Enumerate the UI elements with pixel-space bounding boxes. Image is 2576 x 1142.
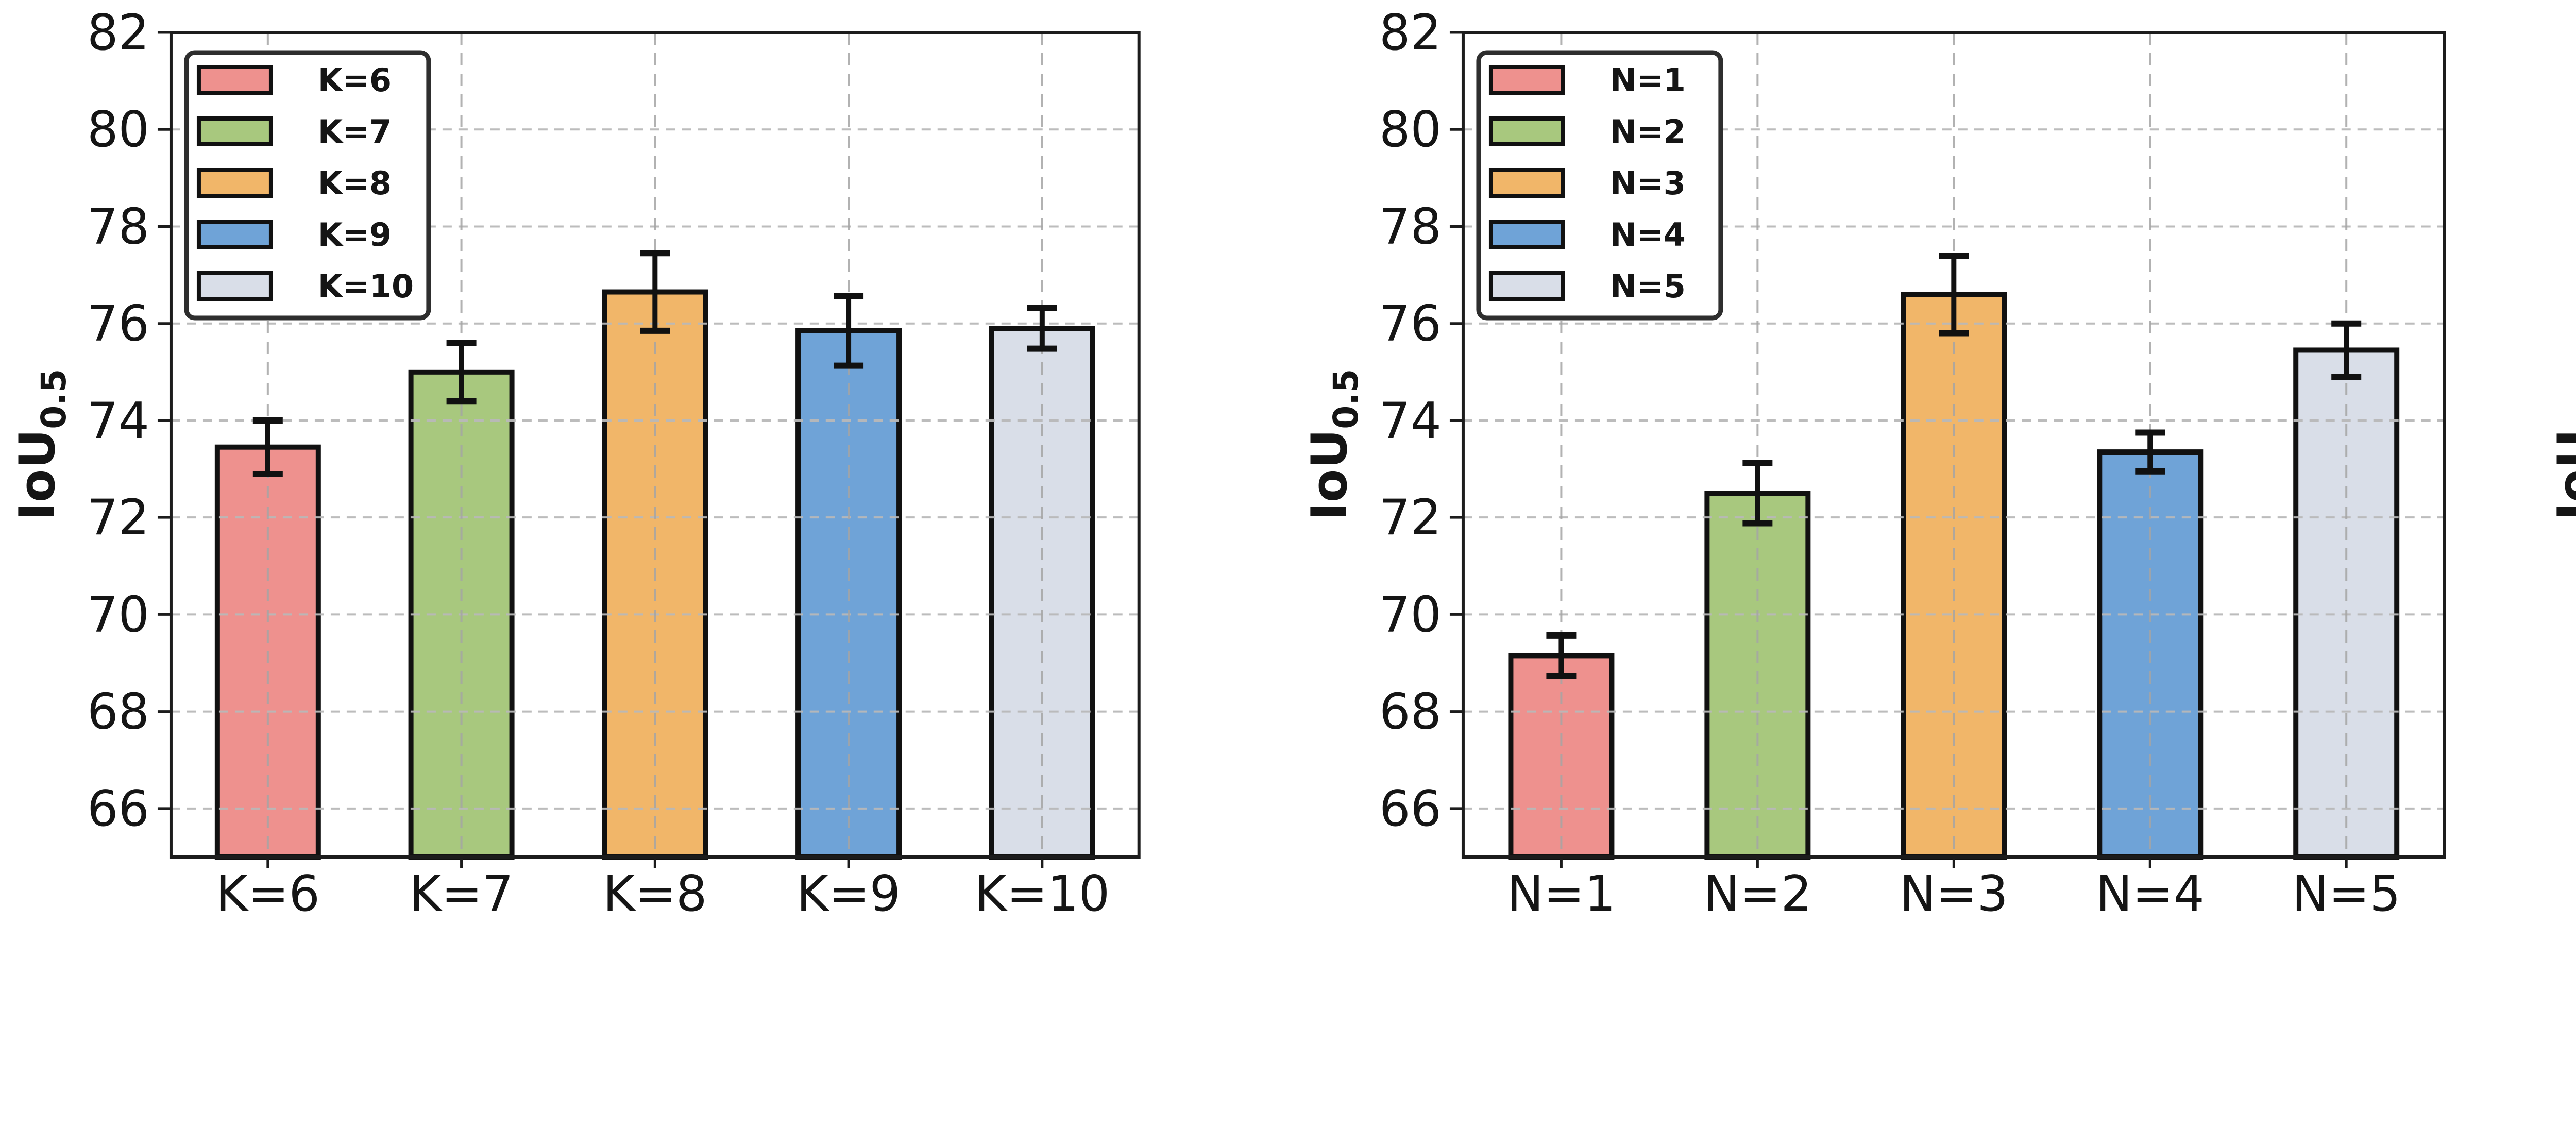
y-tick-label-78: 78 bbox=[87, 198, 149, 255]
y-tick-label-74: 74 bbox=[87, 393, 149, 449]
legend-swatch-K=9 bbox=[196, 220, 273, 249]
errorbars-group bbox=[1546, 252, 2361, 679]
chart-panel-b: 66 68 70 72 74 76 78 80 82 N=1 N=2 N=3 N=4 N=5 IoU0.5 N… bbox=[1247, 0, 2494, 1142]
y-tick-label-76: 76 bbox=[1379, 296, 1442, 352]
legend-label-N=2: N=2 bbox=[1610, 113, 1686, 150]
y-axis-label: IoU0.5 bbox=[9, 369, 74, 521]
caption-line-1: (c) Ablation of the Hypergraph bbox=[2493, 1140, 2576, 1142]
y-tick-label-80: 80 bbox=[1379, 102, 1442, 158]
y-tick-label-66: 66 bbox=[1379, 781, 1442, 837]
legend-swatch-N=3 bbox=[1488, 168, 1565, 198]
x-tick-label-K=9: K=9 bbox=[796, 866, 901, 922]
chart-c-canvas: 666870727476788082N=1N=2N=3N=4N=5IoU0.5N… bbox=[2548, 369, 2576, 521]
errorbars-group bbox=[252, 250, 1057, 477]
caption-line-1: (b) Ablation of the Cross-modal bbox=[1247, 1140, 2494, 1142]
legend-label-N=3: N=3 bbox=[1610, 164, 1686, 202]
x-tick-label-N=2: N=2 bbox=[1703, 866, 1812, 922]
caption-line-1: (a) Ablation on the Textual Node bbox=[0, 1140, 1247, 1142]
legend: K=6 K=7 K=8 K=9 K=10 bbox=[184, 50, 431, 321]
y-axis-group: 66 68 70 72 74 76 78 80 82 bbox=[1379, 5, 1463, 837]
legend-swatch-K=10 bbox=[196, 271, 273, 301]
y-axis-label: IoU0.5 bbox=[2548, 369, 2576, 521]
legend-label-K=7: K=7 bbox=[318, 113, 392, 150]
legend-label-K=10: K=10 bbox=[318, 267, 414, 305]
legend-label-N=5: N=5 bbox=[1610, 267, 1686, 305]
y-tick-label-78: 78 bbox=[1379, 198, 1442, 255]
chart-a-caption: (a) Ablation on the Textual Node Count p… bbox=[0, 946, 1247, 1142]
y-tick-label-66: 66 bbox=[87, 781, 149, 837]
y-tick-label-82: 82 bbox=[1379, 5, 1442, 61]
y-tick-label-80: 80 bbox=[87, 102, 149, 158]
x-tick-label-K=8: K=8 bbox=[603, 866, 707, 922]
legend-label-K=6: K=6 bbox=[318, 61, 392, 99]
x-tick-label-N=5: N=5 bbox=[2292, 866, 2400, 922]
y-tick-label-82: 82 bbox=[87, 5, 149, 61]
legend-label-K=9: K=9 bbox=[318, 216, 392, 254]
legend-label-K=8: K=8 bbox=[318, 164, 392, 202]
y-tick-label-70: 70 bbox=[87, 586, 149, 643]
y-tick-label-76: 76 bbox=[87, 296, 149, 352]
legend-swatch-N=1 bbox=[1488, 65, 1565, 95]
legend-label-N=4: N=4 bbox=[1610, 216, 1686, 254]
legend-swatch-K=7 bbox=[196, 116, 273, 146]
chart-panel-c: 666870727476788082N=1N=2N=3N=4N=5IoU0.5N… bbox=[2493, 0, 2576, 1142]
legend-swatch-N=4 bbox=[1488, 220, 1565, 249]
x-tick-label-N=1: N=1 bbox=[1507, 866, 1616, 922]
legend-swatch-K=8 bbox=[196, 168, 273, 198]
legend: N=1 N=2 N=3 N=4 N=5 bbox=[1476, 50, 1723, 321]
x-tick-label-K=7: K=7 bbox=[409, 866, 513, 922]
x-tick-label-N=4: N=4 bbox=[2095, 866, 2204, 922]
legend-swatch-K=6 bbox=[196, 65, 273, 95]
x-axis-group: K=6 K=7 K=8 K=9 K=10 bbox=[216, 857, 1110, 922]
y-axis-label: IoU0.5 bbox=[1301, 369, 1366, 521]
y-axis-group: 66 68 70 72 74 76 78 80 82 bbox=[87, 5, 171, 837]
legend-swatch-N=2 bbox=[1488, 116, 1565, 146]
x-tick-label-K=6: K=6 bbox=[216, 866, 320, 922]
legend-swatch-N=5 bbox=[1488, 271, 1565, 301]
y-tick-label-72: 72 bbox=[87, 490, 149, 546]
chart-panel-a: 66 68 70 72 74 76 78 80 82 K=6 K=7 K=8 K=9 K=10 IoU0.5… bbox=[0, 0, 1247, 1142]
y-tick-label-70: 70 bbox=[1379, 586, 1442, 643]
x-tick-label-K=10: K=10 bbox=[974, 866, 1110, 922]
x-axis-group: N=1 N=2 N=3 N=4 N=5 bbox=[1507, 857, 2400, 922]
legend-label-N=1: N=1 bbox=[1610, 61, 1686, 99]
x-tick-label-N=3: N=3 bbox=[1899, 866, 2008, 922]
chart-a-canvas: 66 68 70 72 74 76 78 80 82 K=6 K=7 K=8 K=9 K=10 IoU0.5… bbox=[9, 5, 1141, 922]
y-tick-label-74: 74 bbox=[1379, 393, 1442, 449]
chart-c-caption: (c) Ablation of the Hypergraph Inteactio… bbox=[2493, 946, 2576, 1142]
y-tick-label-68: 68 bbox=[87, 684, 149, 741]
chart-b-canvas: 66 68 70 72 74 76 78 80 82 N=1 N=2 N=3 N=4 N=5 IoU0.5 N… bbox=[1301, 5, 2446, 922]
chart-b-caption: (b) Ablation of the Cross-modal Layer Nu… bbox=[1247, 946, 2494, 1142]
y-tick-label-72: 72 bbox=[1379, 490, 1442, 546]
y-tick-label-68: 68 bbox=[1379, 684, 1442, 741]
